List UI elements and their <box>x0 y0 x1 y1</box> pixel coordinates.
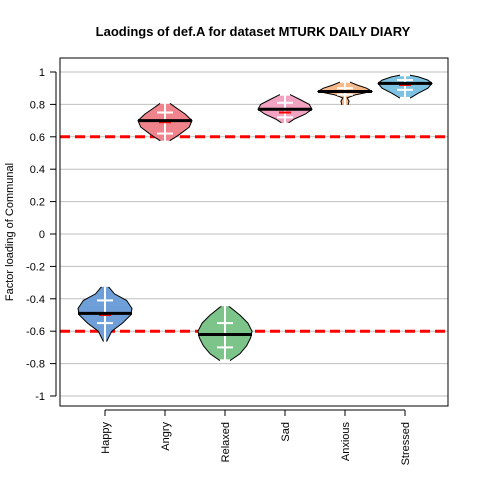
plot-frame <box>59 57 449 407</box>
x-axis: Happy Angry Relaxed Sad Anxious Stressed <box>100 409 412 465</box>
y-tick-label: -0.4 <box>26 294 45 306</box>
y-tick-label: 0.6 <box>30 132 45 144</box>
y-tick-label: 0.4 <box>30 164 45 176</box>
violin-relaxed <box>197 304 253 362</box>
y-tick-label: -1 <box>35 391 45 403</box>
y-grid <box>60 71 448 397</box>
y-tick-label: 0 <box>39 229 45 241</box>
violins <box>77 74 433 362</box>
y-tick-label: 1 <box>39 67 45 79</box>
y-axis: -1 -0.8 -0.6 -0.4 -0.2 0 0.2 0.4 0.6 0.8 1 <box>26 67 57 403</box>
y-tick-label: 0.2 <box>30 197 45 209</box>
x-tick-label: Happy <box>100 422 112 454</box>
chart-title: Laodings of def.A for dataset MTURK DAIL… <box>96 24 411 39</box>
x-tick-label: Stressed <box>400 422 412 465</box>
x-tick-label: Anxious <box>340 422 352 462</box>
violin-sad <box>257 93 313 125</box>
y-tick-label: 0.8 <box>30 99 45 111</box>
reference-lines <box>60 135 448 333</box>
x-tick-label: Sad <box>280 422 292 442</box>
violin-angry <box>137 101 193 143</box>
violin-stressed <box>377 74 433 99</box>
x-tick-label: Relaxed <box>220 422 232 462</box>
y-tick-label: -0.6 <box>26 326 45 338</box>
violin-happy <box>77 284 133 344</box>
y-tick-label: -0.2 <box>26 261 45 273</box>
violin-anxious <box>316 80 374 108</box>
y-axis-label: Factor loading of Communal <box>4 163 16 301</box>
y-tick-label: -0.8 <box>26 359 45 371</box>
x-tick-label: Angry <box>160 422 172 451</box>
